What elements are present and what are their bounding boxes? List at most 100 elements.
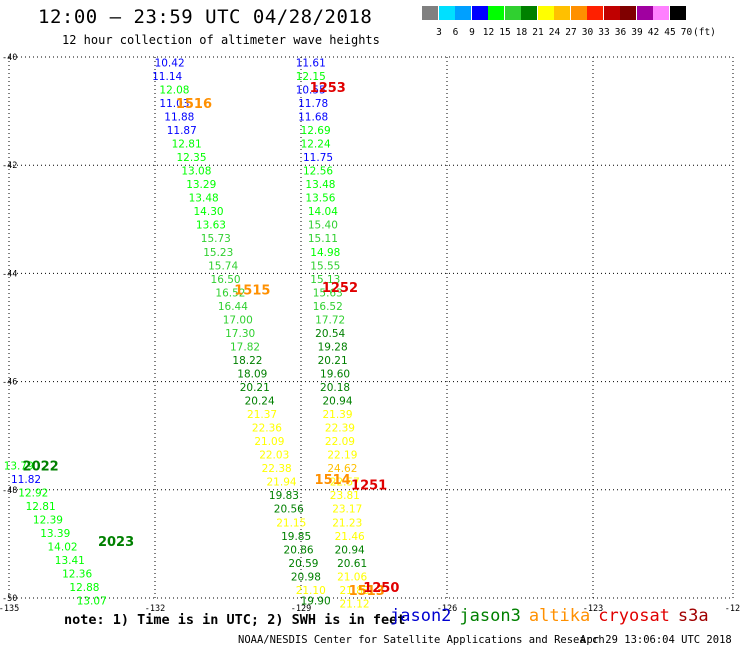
data-point-label: 13.29 <box>186 179 216 191</box>
data-point-label: 13.56 <box>305 193 335 205</box>
data-point-label: 22.09 <box>325 436 355 448</box>
data-point-label: 15.23 <box>203 247 233 259</box>
data-point-label: 22.57 <box>330 477 360 489</box>
data-point-label: 22.39 <box>325 423 355 435</box>
colorbar-swatch <box>471 6 488 20</box>
data-point-label: 20.61 <box>337 558 367 570</box>
data-point-label: 20.18 <box>320 382 350 394</box>
data-point-label: 13.63 <box>196 220 226 232</box>
data-point-label: 10.55 <box>296 84 326 96</box>
data-point-label: 15.55 <box>310 260 340 272</box>
colorbar-swatch <box>455 6 471 20</box>
y-tick-label: -46 <box>2 378 17 388</box>
colorbar-swatch <box>653 6 669 20</box>
data-point-label: 17.00 <box>223 314 253 326</box>
note-text: note: 1) Time is in UTC; 2) SWH is in fe… <box>64 612 406 628</box>
colorbar-swatch <box>537 6 554 20</box>
data-point-label: 20.54 <box>315 328 345 340</box>
data-point-label: 11.88 <box>164 112 194 124</box>
y-tick-label: -44 <box>2 269 17 279</box>
x-tick-label: -132 <box>145 604 165 614</box>
data-point-label: 16.52 <box>215 287 245 299</box>
data-point-label: 15.73 <box>201 233 231 245</box>
track-label: 2023 <box>98 535 134 550</box>
data-point-label: 13.41 <box>55 555 85 567</box>
colorbar-swatch <box>620 6 636 20</box>
data-point-label: 22.19 <box>327 450 357 462</box>
data-point-label: 20.59 <box>288 558 318 570</box>
data-point-label: 14.02 <box>48 542 78 554</box>
colorbar-label: 42 <box>647 27 660 38</box>
data-point-label: 21.39 <box>322 409 352 421</box>
data-point-label: 12.08 <box>159 84 189 96</box>
data-point-label: 21.46 <box>335 531 365 543</box>
colorbar-label: 45 <box>664 27 676 38</box>
colorbar-label: 70 <box>680 27 693 38</box>
data-point-label: 12.92 <box>18 488 48 500</box>
data-point-label: 13.48 <box>189 193 219 205</box>
data-point-label: 20.98 <box>291 571 321 583</box>
data-point-label: 11.82 <box>11 474 41 486</box>
colorbar-label: 9 <box>469 27 475 38</box>
data-point-label: 20.56 <box>274 504 304 516</box>
x-tick-label: -123 <box>583 604 603 614</box>
colorbar-label: 27 <box>565 27 577 38</box>
data-point-label: 20.24 <box>245 396 275 408</box>
legend-entry: jason3 <box>459 606 521 626</box>
colorbar-label: 36 <box>614 27 627 38</box>
data-point-label: 18.22 <box>232 355 262 367</box>
data-point-label: 18.09 <box>237 368 267 380</box>
colorbar-swatch <box>438 6 455 20</box>
legend-entry: jason2 <box>390 606 452 626</box>
track-label: 1251 <box>351 478 387 493</box>
chart-title: 12:00 – 23:59 UTC 04/28/2018 <box>38 6 373 28</box>
data-point-label: 19.85 <box>281 531 311 543</box>
colorbar-label: 33 <box>598 27 610 38</box>
data-point-label: 13.08 <box>181 166 211 178</box>
chart-subtitle: 12 hour collection of altimeter wave hei… <box>62 33 380 47</box>
data-point-label: 19.83 <box>269 490 299 502</box>
data-point-label: 12.69 <box>301 125 331 137</box>
data-point-label: 14.98 <box>310 247 340 259</box>
data-point-label: 24.62 <box>327 463 357 475</box>
colorbar-label: 18 <box>515 27 528 38</box>
data-point-label: 13.79 <box>4 460 34 472</box>
data-point-label: 14.30 <box>194 206 224 218</box>
data-point-label: 12.56 <box>303 166 333 178</box>
data-point-label: 19.90 <box>301 596 331 608</box>
colorbar-label: 12 <box>482 27 495 38</box>
colorbar-swatch <box>587 6 603 20</box>
legend-entry: altika <box>528 606 591 626</box>
y-tick-label: -40 <box>2 53 17 63</box>
data-point-label: 11.68 <box>298 112 328 124</box>
data-point-label: 12.81 <box>172 139 202 151</box>
data-point-label: 19.28 <box>318 341 348 353</box>
satellite-legend: jason2 jason3 altika cryosat s3a <box>390 606 717 626</box>
colorbar-label: 39 <box>631 27 643 38</box>
x-tick-label: -129 <box>291 604 311 614</box>
data-point-label: 14.04 <box>308 206 338 218</box>
x-tick-label: -120 <box>725 604 740 614</box>
data-point-label: 17.82 <box>230 341 260 353</box>
data-point-label: 21.09 <box>254 436 284 448</box>
x-tick-label: -135 <box>0 604 19 614</box>
data-point-label: 15.11 <box>308 233 338 245</box>
colorbar-label: 30 <box>581 27 594 38</box>
data-point-label: 11.87 <box>167 125 197 137</box>
timestamp-text: Apr 29 13:06:04 UTC 2018 <box>580 634 732 646</box>
colorbar-swatch <box>554 6 570 20</box>
data-point-label: 16.52 <box>313 301 343 313</box>
track-label: 1515 <box>234 284 270 299</box>
data-point-label: 19.60 <box>320 368 350 380</box>
data-point-label: 21.06 <box>337 571 367 583</box>
data-point-label: 11.61 <box>296 57 326 69</box>
data-point-label: 17.30 <box>225 328 255 340</box>
colorbar-label: 21 <box>532 27 544 38</box>
colorbar-swatch <box>422 6 438 20</box>
data-point-label: 11.14 <box>152 71 182 83</box>
data-point-label: 16.44 <box>218 301 248 313</box>
data-point-label: 22.03 <box>259 450 289 462</box>
y-tick-label: -48 <box>2 486 17 496</box>
track-label: 1514 <box>315 473 351 488</box>
